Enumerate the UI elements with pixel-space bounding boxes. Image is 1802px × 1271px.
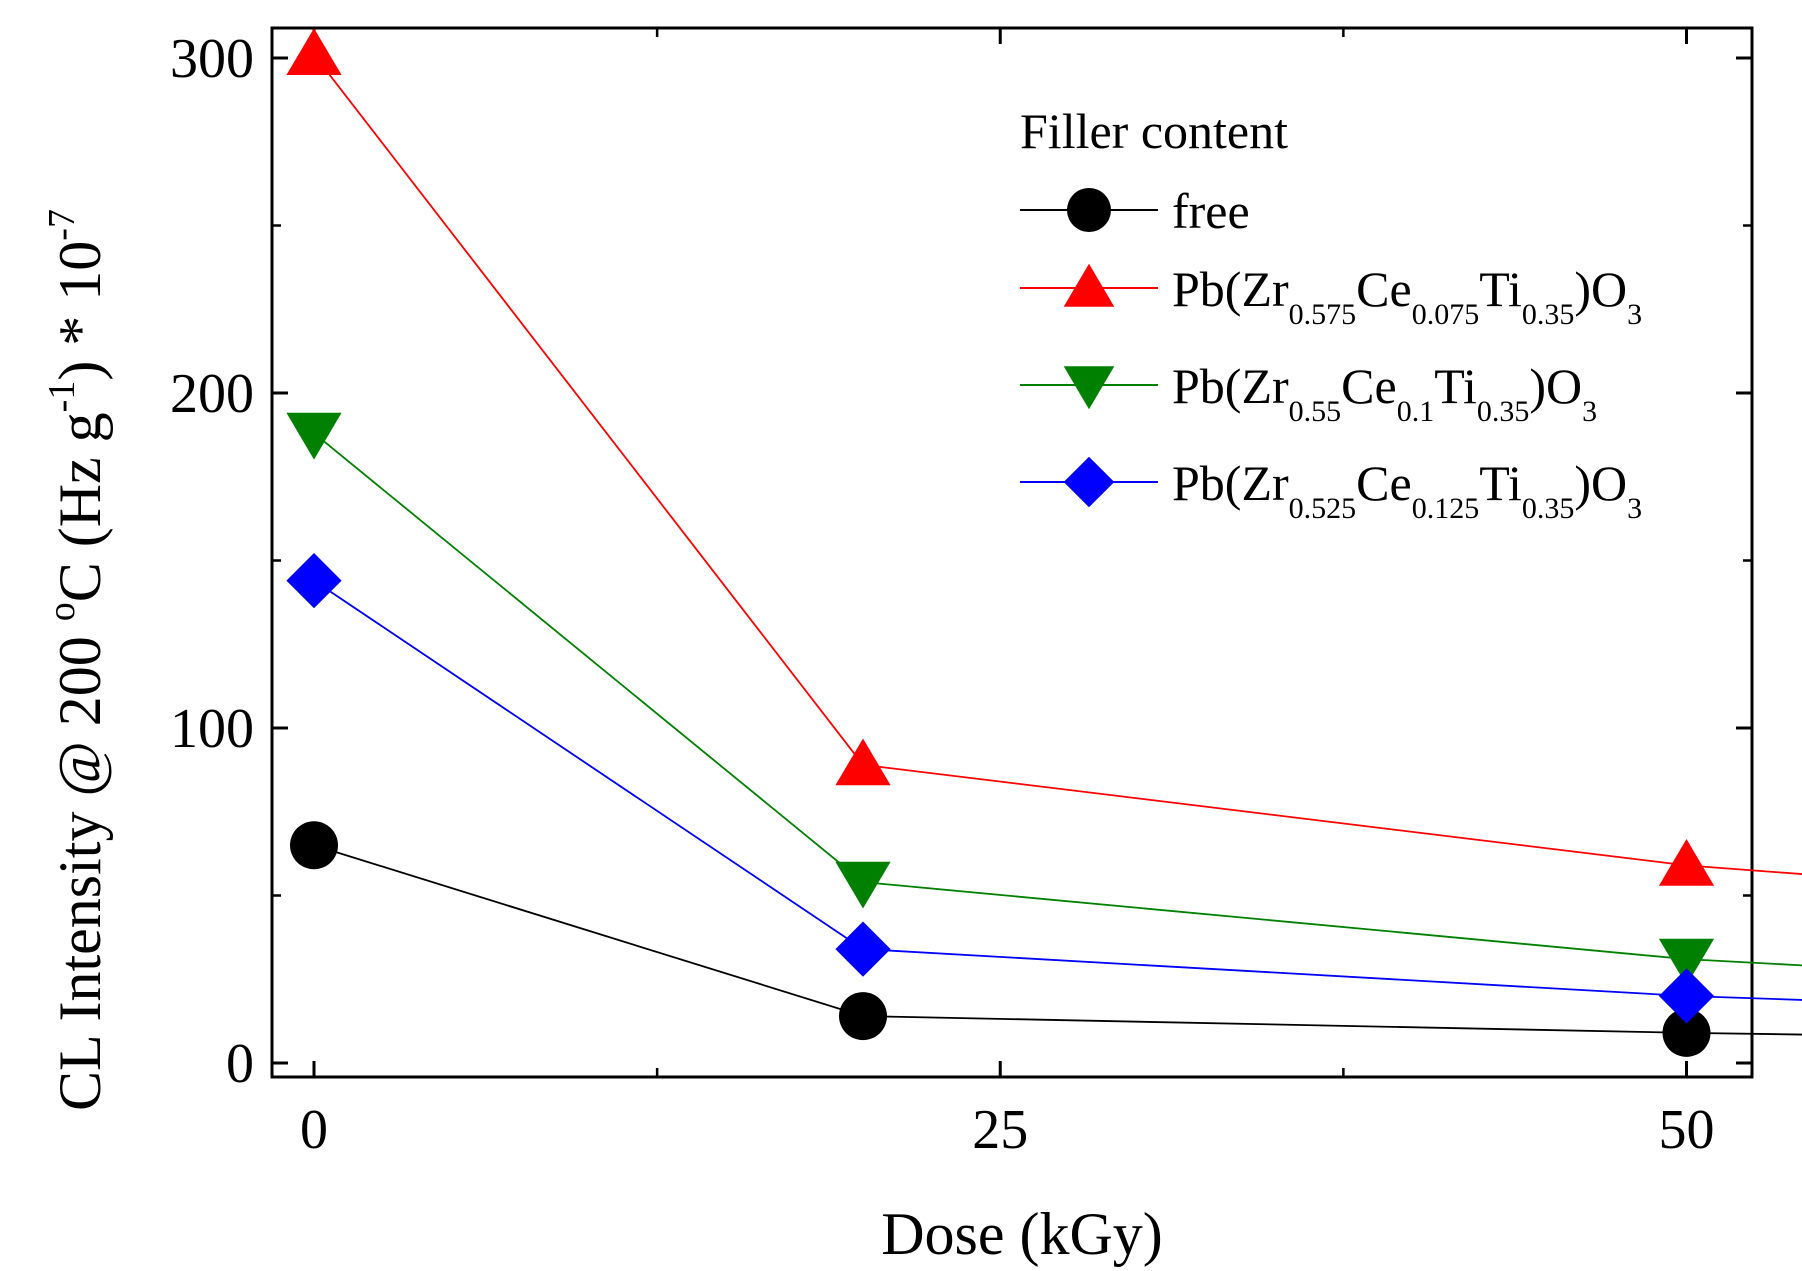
y-axis-label: CL Intensity @ 200 oC (Hz g-1) * 10-7 [41, 209, 113, 1111]
legend-text: Ti [1479, 455, 1522, 511]
data-point-triangle-down [1658, 938, 1715, 986]
data-point-circle [839, 992, 887, 1041]
series-line-3 [313, 579, 1802, 1001]
legend-text: free [1172, 183, 1250, 239]
data-point-triangle-up [1658, 838, 1715, 886]
legend-subscript: 3 [1582, 395, 1597, 428]
series-lines [313, 54, 1802, 1036]
y-tick-label: 200 [170, 363, 254, 425]
data-point-diamond [1658, 968, 1715, 1024]
legend-subscript: 0.575 [1289, 298, 1357, 331]
legend-text: Ce [1356, 261, 1412, 317]
legend-text: )O [1529, 358, 1582, 414]
legend-subscript: 0.35 [1477, 395, 1530, 428]
y-label-text: ) * 10 [47, 241, 113, 381]
x-axis-label: Dose (kGy) [881, 1201, 1163, 1267]
legend-label: free [1172, 183, 1250, 239]
axis-ticks [272, 28, 1752, 1077]
y-label-superscript: o [41, 602, 83, 621]
series-line-1 [313, 54, 1802, 875]
y-label-text: CL Intensity @ 200 [47, 621, 113, 1111]
y-tick-label: 100 [170, 698, 254, 760]
x-tick-label: 0 [300, 1099, 328, 1161]
legend-marker-circle [1067, 188, 1111, 232]
data-point-triangle-down [286, 412, 342, 460]
axis-tick-labels: 02550751000100200300 [170, 28, 1715, 1161]
legend-marker-triangle-up [1063, 263, 1115, 307]
plot-border [270, 26, 1754, 1079]
legend-marker-diamond [1063, 456, 1115, 508]
x-tick-label: 25 [972, 1099, 1028, 1161]
data-point-diamond [835, 921, 891, 977]
legend-text: Pb(Zr [1172, 261, 1289, 317]
legend-text: Ti [1434, 358, 1477, 414]
data-point-triangle-up [286, 28, 342, 76]
y-tick-label: 0 [226, 1033, 254, 1095]
series-markers [286, 28, 1715, 1057]
legend-subscript: 0.075 [1412, 298, 1480, 331]
legend-text: Ce [1356, 455, 1412, 511]
y-tick-label: 300 [170, 28, 254, 90]
legend-text: Ti [1479, 261, 1522, 317]
legend-text: Pb(Zr [1172, 455, 1289, 511]
legend-item: free [1020, 183, 1250, 239]
legend-item: Pb(Zr0.525Ce0.125Ti0.35)O3 [1020, 455, 1642, 525]
data-point-circle [290, 821, 338, 870]
legend-subscript: 0.525 [1289, 492, 1357, 525]
legend-text: )O [1574, 261, 1627, 317]
legend-label: Pb(Zr0.575Ce0.075Ti0.35)O3 [1172, 261, 1642, 331]
legend-title: Filler content [1020, 103, 1288, 159]
legend-subscript: 0.35 [1522, 492, 1575, 525]
plot-frame [270, 26, 1754, 1079]
series-line-2 [313, 432, 1802, 967]
y-label-text: C (Hz g [47, 412, 113, 602]
legend-label: Pb(Zr0.525Ce0.125Ti0.35)O3 [1172, 455, 1642, 525]
legend-subscript: 0.55 [1289, 395, 1342, 428]
legend-subscript: 3 [1627, 298, 1642, 331]
y-label-superscript: -7 [41, 209, 83, 241]
legend-subscript: 3 [1627, 492, 1642, 525]
legend-text: )O [1574, 455, 1627, 511]
data-point-diamond [286, 553, 342, 609]
data-point-triangle-up [835, 738, 891, 786]
legend-item: Pb(Zr0.575Ce0.075Ti0.35)O3 [1020, 261, 1642, 331]
legend-subscript: 0.35 [1522, 298, 1575, 331]
legend-subscript: 0.125 [1412, 492, 1480, 525]
series-line-0 [313, 844, 1802, 1036]
legend-label: Pb(Zr0.55Ce0.1Ti0.35)O3 [1172, 358, 1597, 428]
legend-text: Pb(Zr [1172, 358, 1289, 414]
data-point-circle [1662, 1008, 1711, 1057]
legend-item: Pb(Zr0.55Ce0.1Ti0.35)O3 [1020, 358, 1597, 428]
legend-subscript: 0.1 [1397, 395, 1435, 428]
legend: Filler contentfreePb(Zr0.575Ce0.075Ti0.3… [1020, 103, 1642, 525]
legend-marker-triangle-down [1063, 366, 1115, 410]
legend-text: Ce [1341, 358, 1397, 414]
data-point-triangle-down [835, 861, 891, 909]
x-tick-label: 50 [1659, 1099, 1715, 1161]
y-label-superscript: -1 [41, 381, 83, 413]
